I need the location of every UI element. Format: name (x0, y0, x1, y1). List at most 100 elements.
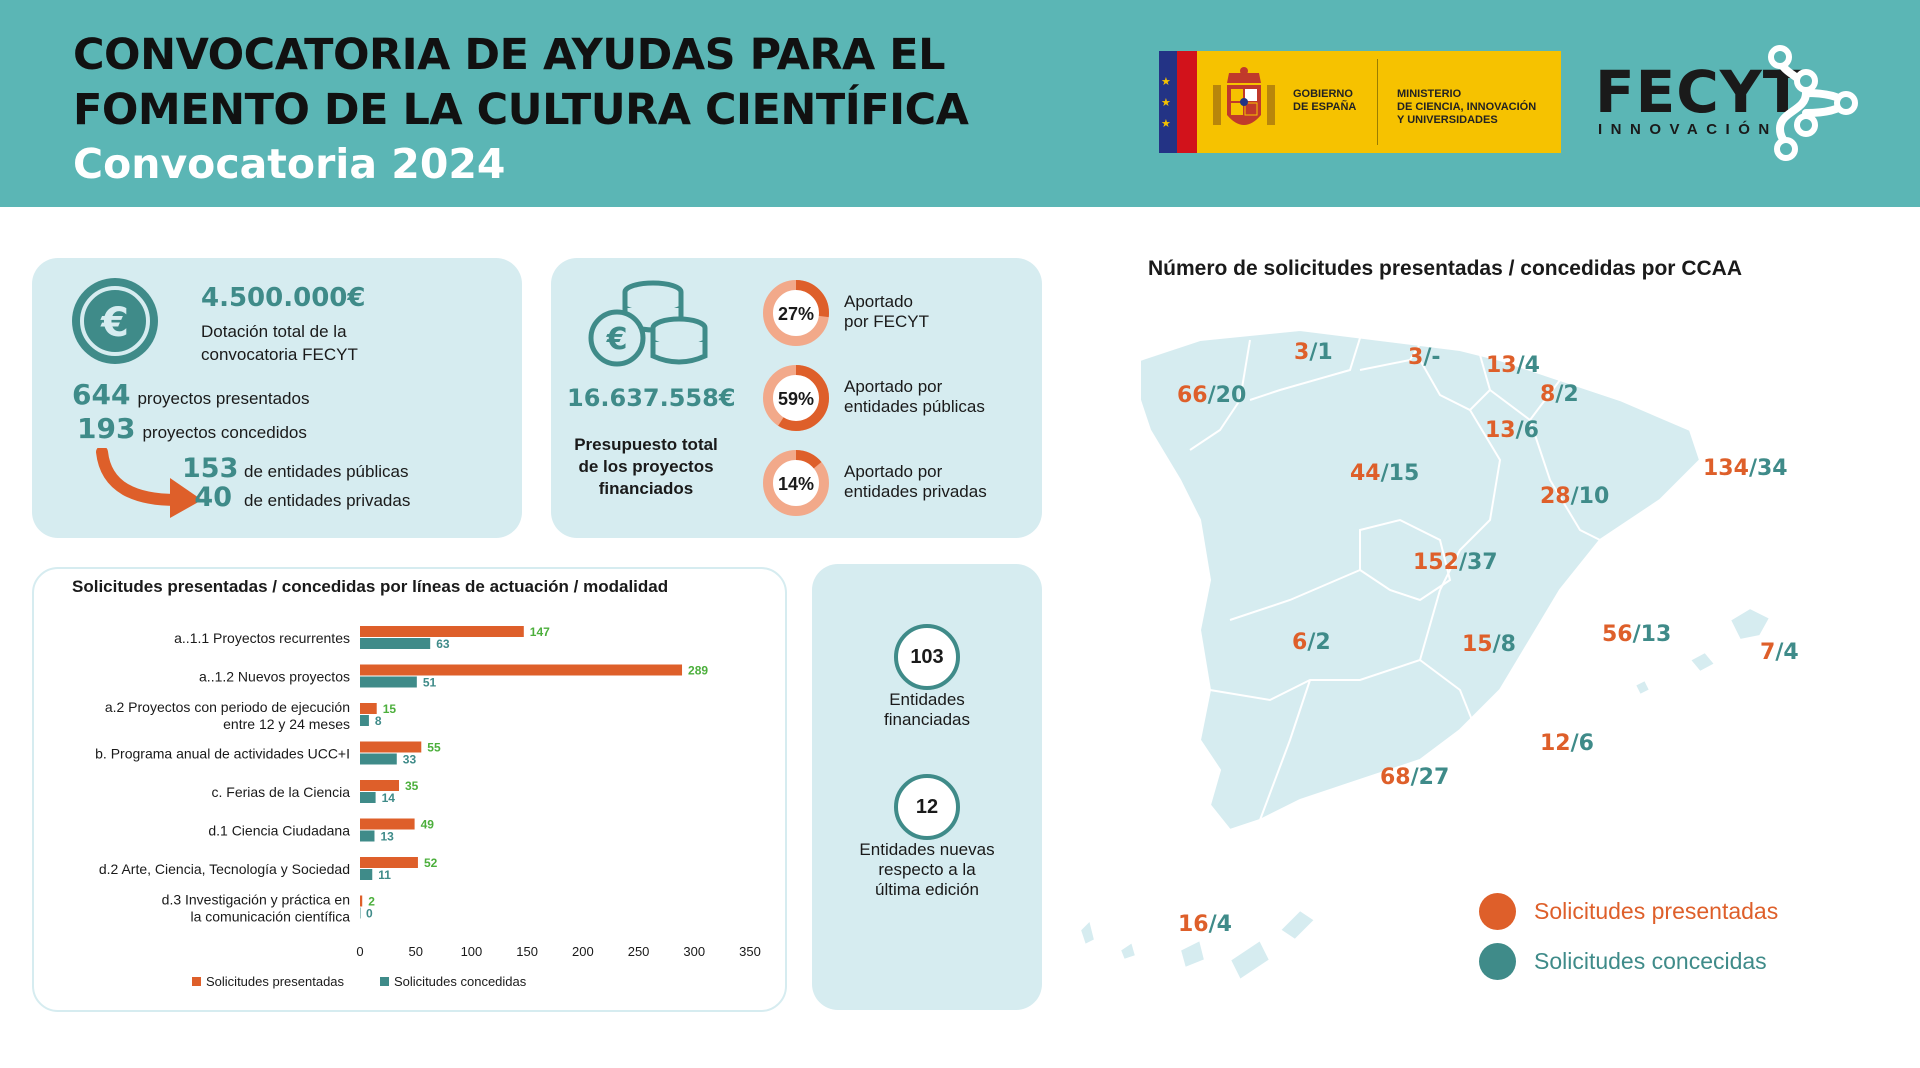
budget-amount: 16.637.558€ (567, 384, 736, 412)
region-borders (1189, 337, 1601, 821)
region-presented: 8 (1540, 382, 1556, 407)
legend-swatch-granted (380, 977, 389, 986)
x-tick-label: 100 (461, 944, 483, 959)
region-presented: 13 (1485, 418, 1516, 443)
region-presented: 7 (1760, 640, 1776, 665)
data-label: 15 (383, 702, 397, 716)
donut-segment (763, 280, 829, 346)
region-granted: /4 (1208, 912, 1232, 937)
region-granted: /8 (1492, 632, 1516, 657)
donut-chart: 14% (763, 450, 829, 516)
region-presented: 44 (1350, 461, 1381, 486)
x-tick-label: 300 (683, 944, 705, 959)
donut-text: Aportado por FECYT (844, 292, 929, 332)
legend-swatch-presented (192, 977, 201, 986)
legend-label-presented: Solicitudes presentadas (206, 974, 345, 989)
page-title: CONVOCATORIA DE AYUDAS PARA EL FOMENTO D… (73, 28, 969, 138)
region-label: 152/37 (1413, 550, 1498, 575)
donut-segment (763, 365, 829, 431)
region-presented: 6 (1292, 630, 1308, 655)
category-label: a..1.1 Proyectos recurrentes (174, 630, 350, 646)
region-presented: 3 (1408, 345, 1424, 370)
euro-coin-icon: € (72, 278, 158, 364)
category-label: b. Programa anual de actividades UCC+I (95, 746, 350, 762)
coat-of-arms-icon (1213, 67, 1275, 125)
bar-granted (360, 830, 375, 842)
gobierno-logo: ★ ★ ★ GOBIERNO DE ESPAÑA MINISTE (1159, 51, 1561, 153)
bar-granted (360, 753, 397, 765)
dotacion-label: Dotación total de la convocatoria FECYT (201, 322, 358, 364)
donut-text: Aportado por entidades privadas (844, 462, 987, 502)
financed-entities-label: Entidades financiadas (883, 690, 970, 729)
category-label: d.2 Arte, Ciencia, Tecnología y Sociedad (99, 861, 350, 877)
x-tick-label: 250 (628, 944, 650, 959)
region-label: 13/6 (1485, 418, 1539, 443)
region-label: 8/2 (1540, 382, 1579, 407)
coins-stack-icon: € (588, 280, 708, 367)
map-shapes (1078, 328, 1772, 982)
region-presented: 16 (1178, 912, 1209, 937)
region-granted: /- (1423, 345, 1441, 370)
data-label: 0 (366, 907, 373, 921)
region-label: 44/15 (1350, 461, 1419, 486)
legend-dot-granted (1479, 943, 1516, 980)
region-presented: 56 (1602, 622, 1633, 647)
funding-card: € 4.500.000€ Dotación total de la convoc… (32, 258, 522, 538)
bar-chart: a..1.1 Proyectos recurrentes 147 63 a..1.2 … (95, 625, 761, 989)
x-tick-label: 150 (516, 944, 538, 959)
financed-entities-badge: 103 (894, 624, 960, 690)
chart-title: Solicitudes presentadas / concedidas por… (72, 577, 669, 596)
bar-granted (360, 869, 373, 880)
region-presented: 66 (1177, 383, 1208, 408)
donut-text-line: Aportado por (844, 462, 943, 481)
region-label: 16/4 (1178, 912, 1232, 937)
canarias-shape (1078, 918, 1097, 947)
region-label: 7/4 (1760, 640, 1799, 665)
budget-label: Presupuesto total de los proyectos finan… (574, 435, 718, 498)
donut-item: 59% Aportado por entidades públicas (761, 363, 1031, 433)
region-label: 6/2 (1292, 630, 1331, 655)
eu-stripe (1159, 51, 1177, 153)
category-label: entre 12 y 24 meses (223, 716, 350, 732)
svg-text:€: € (606, 322, 628, 357)
data-label: 14 (382, 791, 396, 805)
region-label: 68/27 (1380, 765, 1449, 790)
region-granted: /13 (1632, 622, 1672, 647)
region-label: 56/13 (1602, 622, 1671, 647)
region-granted: /4 (1516, 353, 1540, 378)
donut-item: 14% Aportado por entidades privadas (761, 448, 1031, 518)
bar-granted (360, 638, 431, 649)
data-label: 33 (403, 753, 417, 767)
region-granted: /2 (1555, 382, 1579, 407)
spain-map (1078, 328, 1772, 982)
region-granted: /10 (1570, 484, 1610, 509)
bar-presented (360, 780, 399, 791)
new-entities-label: Entidades nuevas respecto a la última ed… (859, 840, 995, 899)
donut-text: Aportado por entidades públicas (844, 377, 985, 417)
data-label: 52 (424, 856, 438, 870)
map-title: Número de solicitudes presentadas / conc… (1148, 257, 1742, 280)
data-label: 289 (688, 664, 708, 678)
category-label: la comunicación científica (190, 909, 350, 925)
canarias-shape (1228, 938, 1272, 982)
region-label: 134/34 (1703, 456, 1788, 481)
data-label: 2 (368, 895, 375, 909)
budget-card: € 16.637.558€ Presupuesto total de los p… (551, 258, 1042, 538)
granted-stat: 193 proyectos concedidos (77, 412, 307, 445)
donut-chart: 59% (763, 365, 829, 431)
donut-pct-label: 27% (778, 304, 814, 324)
fecyt-logo-text: FECYT (1595, 58, 1804, 126)
region-label: 3/1 (1294, 340, 1333, 365)
data-label: 63 (436, 637, 450, 651)
bar-presented (360, 895, 363, 907)
x-tick-label: 50 (408, 944, 422, 959)
region-granted: /34 (1748, 456, 1788, 481)
region-granted: /27 (1410, 765, 1450, 790)
donut-item: 27% Aportado por FECYT (761, 278, 1031, 348)
donut-chart: 27% (763, 280, 829, 346)
category-label: a.2 Proyectos con periodo de ejecución (105, 699, 350, 715)
data-label: 13 (380, 830, 394, 844)
donut-pct-label: 59% (778, 389, 814, 409)
donut-text-line: por FECYT (844, 312, 930, 331)
